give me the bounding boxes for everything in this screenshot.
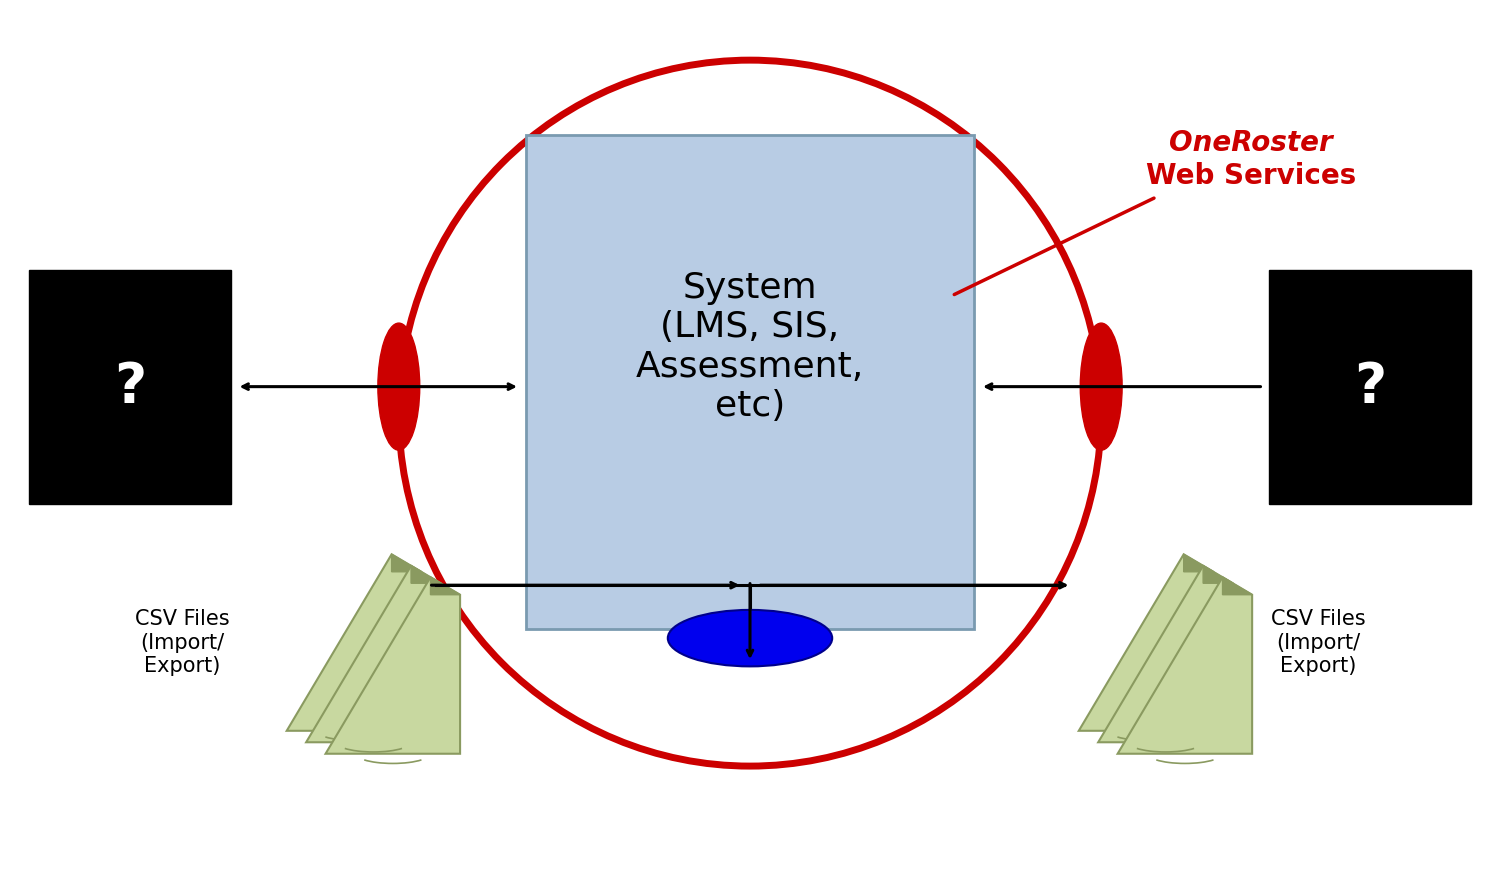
Bar	[28, 270, 231, 503]
Text: OneRoster: OneRoster	[1168, 130, 1332, 157]
Ellipse shape	[668, 610, 832, 666]
Polygon shape	[1222, 577, 1252, 595]
Polygon shape	[286, 554, 422, 731]
Polygon shape	[326, 577, 460, 754]
Text: System
(LMS, SIS,
Assessment,
etc): System (LMS, SIS, Assessment, etc)	[636, 271, 864, 423]
Text: CSV Files
(Import/
Export): CSV Files (Import/ Export)	[1270, 609, 1365, 676]
Bar	[526, 135, 974, 630]
Polygon shape	[392, 554, 422, 572]
Text: Web Services: Web Services	[1146, 162, 1356, 190]
Polygon shape	[306, 566, 441, 742]
Text: CSV Files
(Import/
Export): CSV Files (Import/ Export)	[135, 609, 230, 676]
Text: ?: ?	[1354, 360, 1386, 414]
Polygon shape	[1118, 577, 1252, 754]
Polygon shape	[1184, 554, 1214, 572]
Polygon shape	[411, 566, 441, 583]
Text: ?: ?	[114, 360, 146, 414]
Ellipse shape	[378, 323, 420, 450]
Polygon shape	[1078, 554, 1214, 731]
Polygon shape	[1098, 566, 1233, 742]
Polygon shape	[430, 577, 460, 595]
Ellipse shape	[1080, 323, 1122, 450]
Bar	[1269, 270, 1472, 503]
Polygon shape	[1203, 566, 1233, 583]
